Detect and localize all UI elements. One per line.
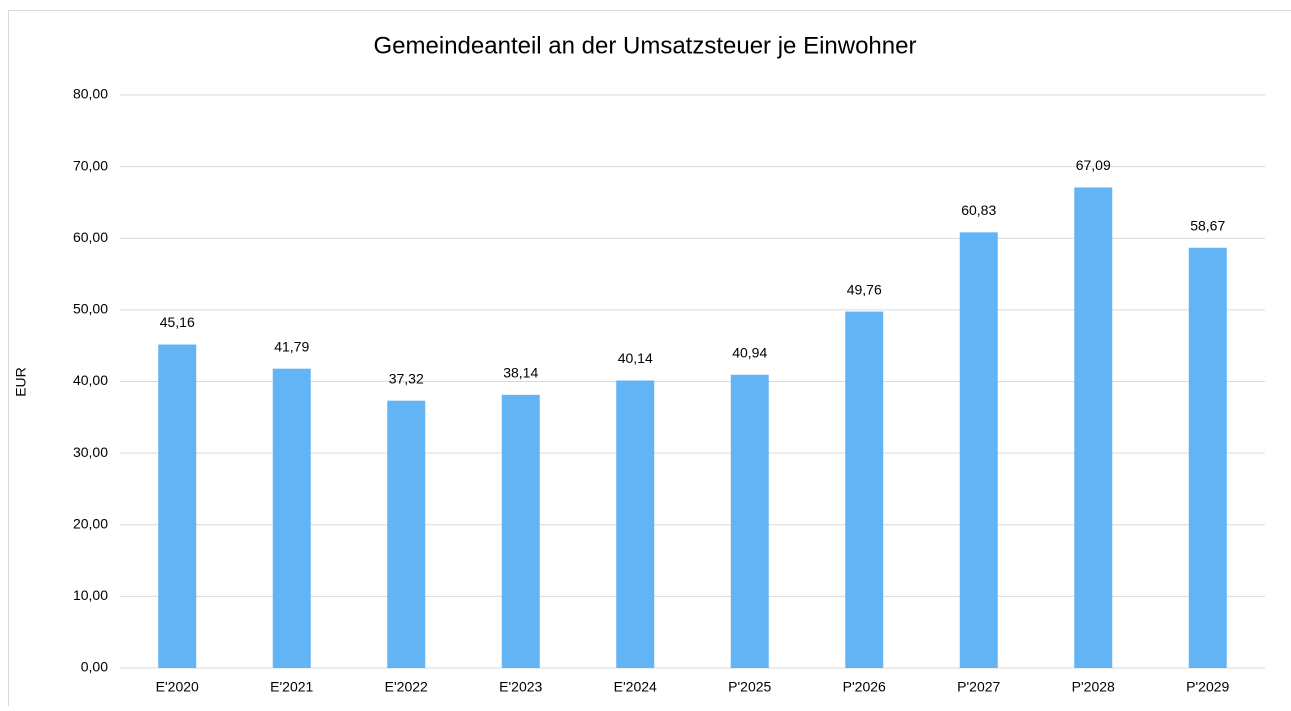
y-tick-label: 40,00	[73, 372, 108, 388]
x-tick-label: P'2028	[1072, 679, 1115, 695]
x-tick-label: E'2022	[385, 679, 428, 695]
bar	[1074, 187, 1112, 668]
x-tick-label: P'2029	[1186, 679, 1229, 695]
data-label: 60,83	[961, 202, 996, 218]
bar	[387, 401, 425, 668]
y-tick-label: 30,00	[73, 444, 108, 460]
data-label: 49,76	[847, 281, 882, 297]
data-label: 40,14	[618, 350, 653, 366]
y-tick-label: 60,00	[73, 229, 108, 245]
data-label: 40,94	[732, 344, 767, 360]
y-tick-label: 80,00	[73, 86, 108, 102]
x-tick-label: P'2026	[843, 679, 886, 695]
x-tick-label: E'2024	[614, 679, 657, 695]
data-label: 67,09	[1076, 157, 1111, 173]
bar	[845, 312, 883, 668]
data-label: 58,67	[1190, 217, 1225, 233]
chart-title: Gemeindeanteil an der Umsatzsteuer je Ei…	[374, 32, 917, 59]
bar	[960, 232, 998, 668]
x-tick-label: P'2025	[728, 679, 771, 695]
x-tick-label: P'2027	[957, 679, 1000, 695]
y-tick-label: 50,00	[73, 301, 108, 317]
data-label: 38,14	[503, 365, 538, 381]
bar	[158, 345, 196, 668]
x-tick-label: E'2021	[270, 679, 313, 695]
bar	[616, 380, 654, 668]
y-tick-label: 20,00	[73, 515, 108, 531]
data-label: 41,79	[274, 338, 309, 354]
x-tick-label: E'2023	[499, 679, 542, 695]
bar	[731, 375, 769, 668]
y-axis-label: EUR	[13, 367, 29, 397]
bar	[273, 369, 311, 668]
y-tick-label: 10,00	[73, 587, 108, 603]
x-tick-label: E'2020	[156, 679, 199, 695]
y-tick-label: 0,00	[81, 659, 108, 675]
bar	[1189, 248, 1227, 668]
data-label: 37,32	[389, 370, 424, 386]
data-label: 45,16	[160, 314, 195, 330]
y-tick-label: 70,00	[73, 157, 108, 173]
bar	[502, 395, 540, 668]
